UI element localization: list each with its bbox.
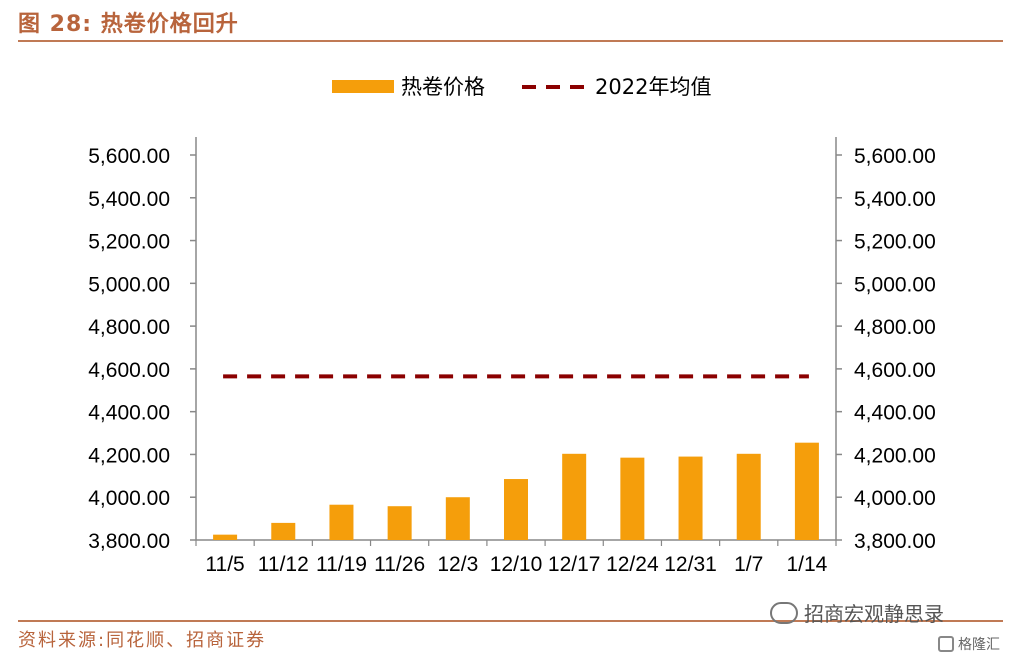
legend-label-average: 2022年均值 bbox=[595, 75, 711, 99]
brand-watermark: 格隆汇 bbox=[938, 634, 1000, 654]
x-tick-label: 12/24 bbox=[606, 553, 659, 576]
bar bbox=[678, 456, 703, 540]
bar bbox=[562, 453, 587, 540]
gelonghui-icon bbox=[938, 636, 954, 652]
y-tick-label-left: 4,400.00 bbox=[88, 402, 170, 425]
y-tick-label-right: 3,800.00 bbox=[854, 530, 936, 553]
y-tick-label-right: 5,400.00 bbox=[854, 188, 936, 211]
bar bbox=[445, 497, 470, 540]
x-tick-label: 12/31 bbox=[664, 553, 717, 576]
x-tick-label: 12/10 bbox=[490, 553, 543, 576]
y-tick-label-left: 5,000.00 bbox=[88, 273, 170, 296]
y-tick-label-left: 5,600.00 bbox=[88, 145, 170, 168]
bar bbox=[620, 457, 645, 540]
y-tick-label-right: 4,000.00 bbox=[854, 487, 936, 510]
chart-legend: 热卷价格 2022年均值 bbox=[332, 75, 711, 99]
bar bbox=[387, 506, 412, 540]
x-tick-label: 11/12 bbox=[258, 553, 309, 576]
y-tick-label-right: 4,600.00 bbox=[854, 359, 936, 382]
source-note: 资料来源:同花顺、招商证券 bbox=[18, 630, 267, 651]
x-tick-label: 12/3 bbox=[437, 553, 478, 576]
y-tick-label-left: 4,600.00 bbox=[88, 359, 170, 382]
bar bbox=[329, 504, 354, 540]
legend-swatch-price bbox=[332, 80, 394, 93]
watermark-text: 招商宏观静思录 bbox=[804, 602, 944, 626]
y-tick-label-left: 4,000.00 bbox=[88, 487, 170, 510]
y-tick-label-right: 5,000.00 bbox=[854, 273, 936, 296]
plot-area: 3,800.00 3,800.00 4,000.00 4,000.00 4,200.00… bbox=[88, 137, 936, 576]
y-tick-label-right: 5,200.00 bbox=[854, 231, 936, 254]
legend-label-price: 热卷价格 bbox=[401, 75, 485, 99]
bar bbox=[271, 522, 296, 540]
watermark: 招商宏观静思录 bbox=[770, 598, 944, 627]
y-tick-label-left: 4,800.00 bbox=[88, 316, 170, 339]
x-tick-label: 12/17 bbox=[548, 553, 601, 576]
x-tick-label: 11/5 bbox=[205, 553, 244, 576]
title-rule bbox=[18, 40, 1003, 42]
brand-text: 格隆汇 bbox=[958, 637, 1000, 653]
y-tick-label-right: 5,600.00 bbox=[854, 145, 936, 168]
y-tick-label-right: 4,200.00 bbox=[854, 444, 936, 467]
x-tick-label: 1/7 bbox=[734, 553, 763, 576]
x-tick-label: 1/14 bbox=[786, 553, 827, 576]
y-tick-label-right: 4,800.00 bbox=[854, 316, 936, 339]
y-tick-label-left: 5,400.00 bbox=[88, 188, 170, 211]
bar bbox=[736, 453, 761, 540]
x-tick-label: 11/26 bbox=[374, 553, 425, 576]
y-tick-label-right: 4,400.00 bbox=[854, 402, 936, 425]
bar bbox=[504, 479, 528, 540]
bar bbox=[213, 534, 238, 540]
x-tick-label: 11/19 bbox=[316, 553, 367, 576]
y-tick-label-left: 5,200.00 bbox=[88, 231, 170, 254]
bar-chart: 热卷价格 2022年均值 3,800.00 3,800.00 4,000.00 4,0… bbox=[88, 75, 936, 576]
y-tick-label-left: 4,200.00 bbox=[88, 444, 170, 467]
wechat-icon bbox=[770, 601, 798, 624]
figure-title: 图 28: 热卷价格回升 bbox=[18, 12, 239, 37]
y-tick-label-left: 3,800.00 bbox=[88, 530, 170, 553]
bar bbox=[794, 442, 819, 540]
footer-rule bbox=[18, 620, 1003, 622]
